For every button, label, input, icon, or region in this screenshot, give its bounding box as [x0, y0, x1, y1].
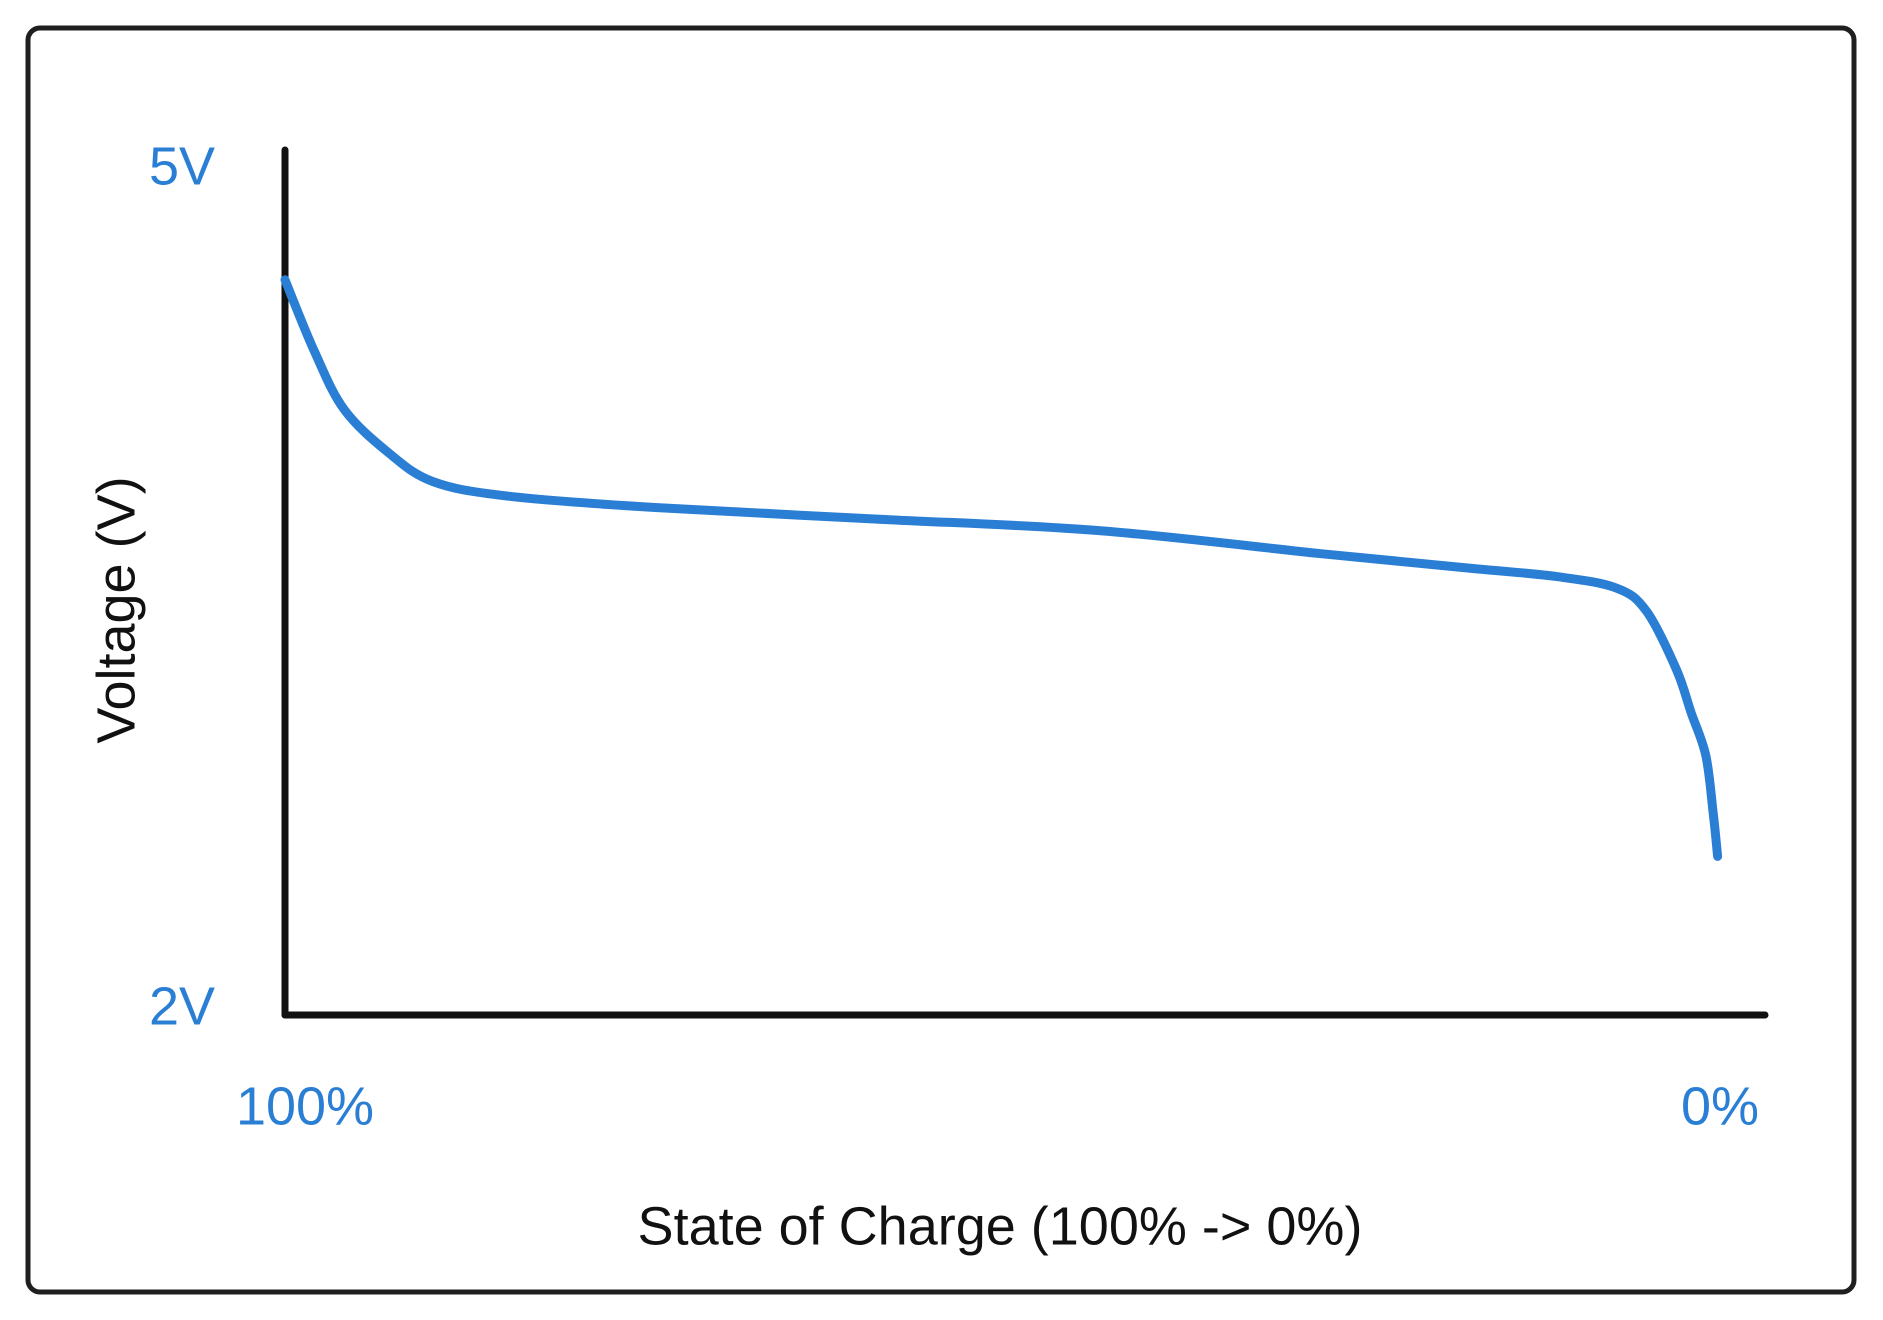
y-axis-title: Voltage (V) — [86, 476, 146, 743]
x-tick-label: 0% — [1681, 1076, 1759, 1136]
discharge-curve — [285, 280, 1718, 857]
y-tick-label: 2V — [149, 976, 215, 1036]
x-axis-title: State of Charge (100% -> 0%) — [638, 1196, 1363, 1256]
x-tick-label: 100% — [236, 1076, 374, 1136]
chart-svg: 5V 2V 100% 0% Voltage (V) State of Charge (10… — [0, 0, 1883, 1320]
chart-frame: 5V 2V 100% 0% Voltage (V) State of Charge (10… — [0, 0, 1883, 1320]
y-tick-label: 5V — [149, 136, 215, 196]
